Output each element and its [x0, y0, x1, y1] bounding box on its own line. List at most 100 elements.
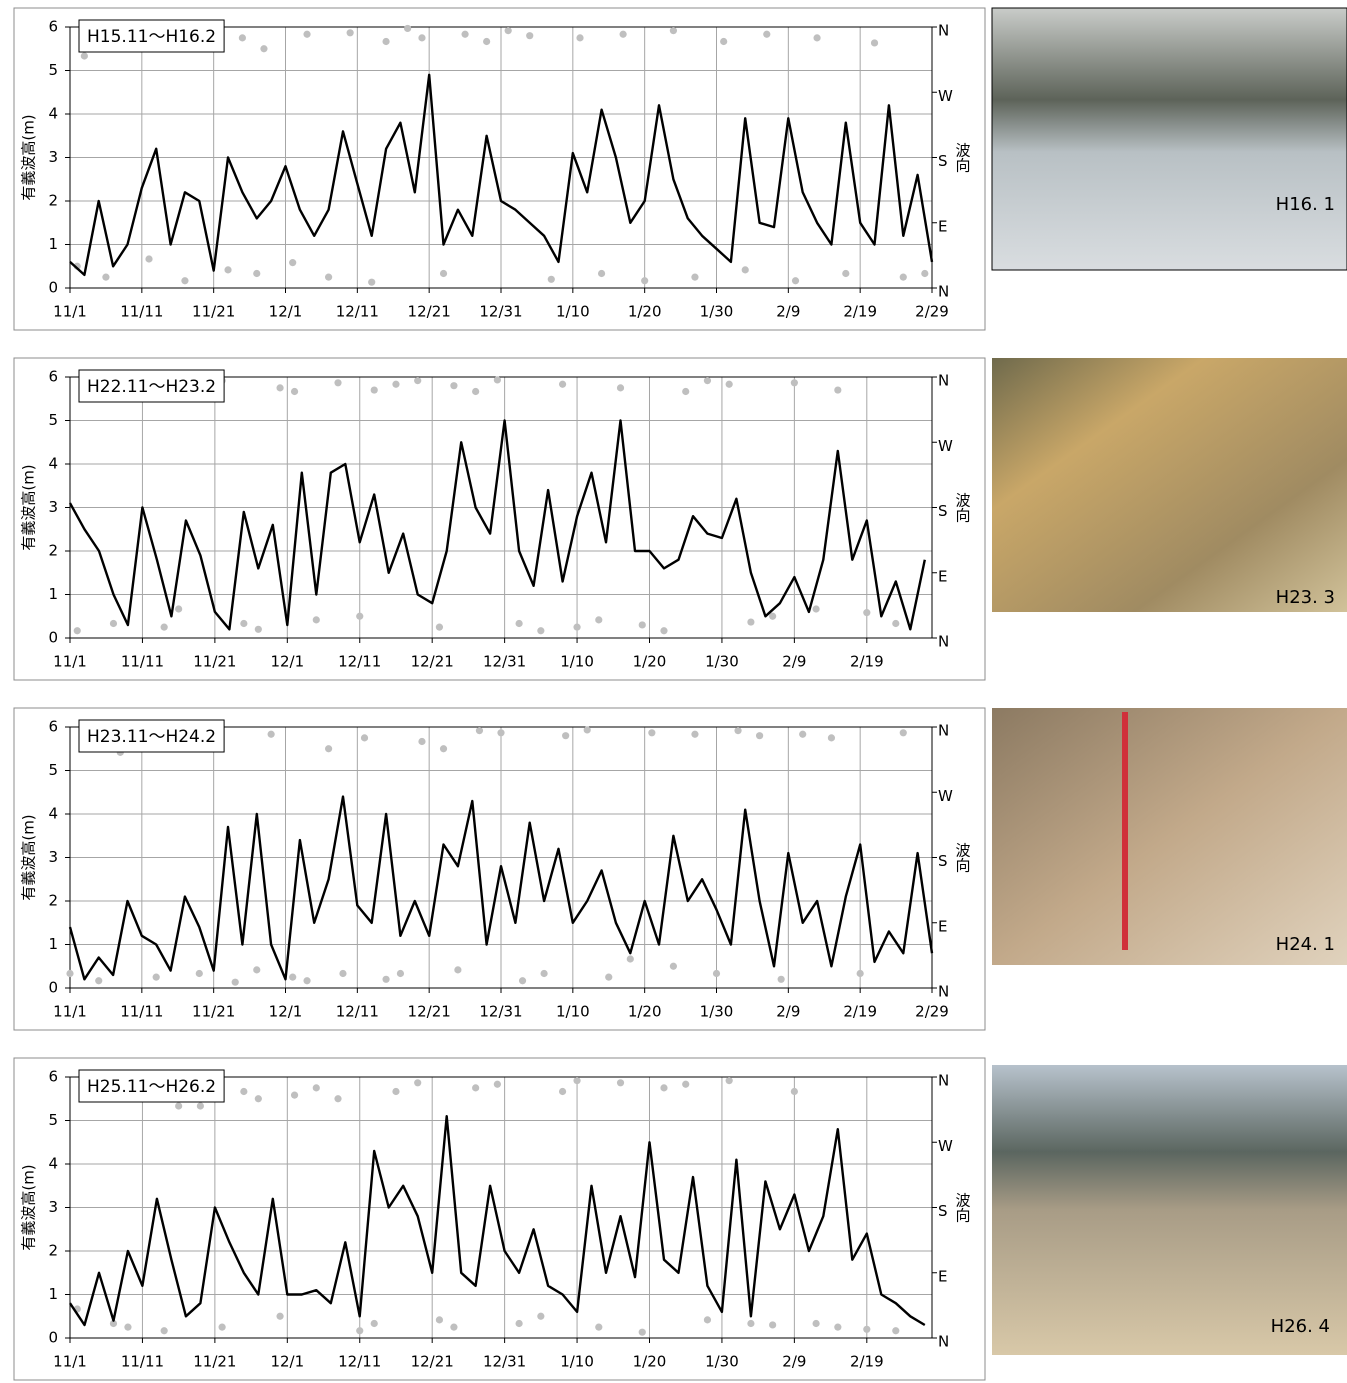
direction-dot — [639, 621, 646, 628]
direction-dot — [418, 738, 425, 745]
y-tick-label: 1 — [48, 235, 58, 253]
y2-tick-label: S — [938, 1202, 948, 1220]
photo-label: H16. 1 — [1276, 194, 1335, 215]
direction-dot — [792, 277, 799, 284]
chart-title: H15.11〜H16.2 — [87, 27, 216, 47]
direction-dot — [255, 626, 262, 633]
x-tick-label: 12/1 — [269, 303, 303, 321]
y-tick-label: 4 — [48, 805, 58, 823]
x-tick-label: 12/31 — [483, 1353, 526, 1371]
y-tick-label: 3 — [48, 1198, 58, 1216]
x-tick-label: 11/1 — [53, 303, 87, 321]
direction-dot — [497, 729, 504, 736]
direction-dot — [537, 627, 544, 634]
direction-dot — [494, 376, 501, 383]
direction-dot — [871, 39, 878, 46]
direction-dot — [682, 1081, 689, 1088]
direction-dot — [791, 379, 798, 386]
x-tick-label: 12/11 — [336, 1003, 379, 1021]
direction-dot — [834, 386, 841, 393]
x-tick-label: 2/19 — [850, 1353, 884, 1371]
direction-dot — [691, 274, 698, 281]
direction-dot — [620, 31, 627, 38]
direction-dot — [516, 1320, 523, 1327]
direction-dot — [361, 734, 368, 741]
direction-dot — [255, 1095, 262, 1102]
y-tick-label: 0 — [48, 629, 58, 647]
y2-axis-label: 波向 — [954, 843, 972, 873]
direction-dot — [747, 1320, 754, 1327]
direction-dot — [289, 259, 296, 266]
y2-tick-label: E — [938, 567, 947, 585]
direction-dot — [483, 38, 490, 45]
photo-label: H23. 3 — [1276, 587, 1335, 608]
x-tick-label: 2/9 — [782, 1353, 806, 1371]
x-tick-label: 12/1 — [269, 1003, 303, 1021]
direction-dot — [548, 276, 555, 283]
direction-dot — [573, 1077, 580, 1084]
direction-dot — [291, 1092, 298, 1099]
y-tick-label: 2 — [48, 192, 58, 210]
direction-dot — [617, 1079, 624, 1086]
direction-dot — [196, 970, 203, 977]
direction-dot — [863, 609, 870, 616]
y-tick-label: 4 — [48, 1155, 58, 1173]
direction-dot — [161, 1327, 168, 1334]
direction-dot — [763, 31, 770, 38]
direction-dot — [74, 627, 81, 634]
direction-dot — [734, 727, 741, 734]
direction-dot — [562, 732, 569, 739]
direction-dot — [704, 377, 711, 384]
direction-dot — [436, 1316, 443, 1323]
y-tick-label: 3 — [48, 148, 58, 166]
y-tick-label: 1 — [48, 1285, 58, 1303]
photo — [992, 358, 1347, 612]
direction-dot — [450, 382, 457, 389]
y2-tick-label: W — [938, 87, 953, 105]
y2-tick-label: W — [938, 437, 953, 455]
direction-dot — [726, 1077, 733, 1084]
direction-dot — [778, 976, 785, 983]
direction-dot — [505, 27, 512, 34]
direction-dot — [576, 34, 583, 41]
y-axis-label: 有義波高(m) — [20, 1164, 38, 1250]
direction-dot — [418, 34, 425, 41]
x-tick-label: 12/11 — [338, 1353, 381, 1371]
x-tick-label: 1/20 — [628, 1003, 662, 1021]
x-tick-label: 11/11 — [121, 653, 164, 671]
direction-dot — [742, 266, 749, 273]
direction-dot — [392, 1088, 399, 1095]
direction-dot — [325, 274, 332, 281]
panel-frame — [14, 358, 985, 680]
x-tick-label: 1/30 — [705, 1353, 739, 1371]
direction-dot — [863, 1326, 870, 1333]
direction-dot — [598, 270, 605, 277]
x-tick-label: 1/10 — [556, 1003, 590, 1021]
direction-dot — [253, 966, 260, 973]
direction-dot — [124, 1324, 131, 1331]
x-tick-label: 11/11 — [121, 1353, 164, 1371]
direction-dot — [584, 726, 591, 733]
direction-dot — [682, 388, 689, 395]
y-tick-label: 2 — [48, 542, 58, 560]
x-tick-label: 1/20 — [633, 1353, 667, 1371]
x-tick-label: 1/30 — [700, 1003, 734, 1021]
direction-dot — [641, 277, 648, 284]
x-tick-label: 1/30 — [705, 653, 739, 671]
y-tick-label: 5 — [48, 761, 58, 779]
y-tick-label: 1 — [48, 585, 58, 603]
direction-dot — [595, 1324, 602, 1331]
direction-dot — [537, 1313, 544, 1320]
direction-dot — [339, 970, 346, 977]
x-tick-label: 1/10 — [560, 1353, 594, 1371]
y-tick-label: 5 — [48, 61, 58, 79]
y2-tick-label: N — [938, 1333, 949, 1351]
direction-dot — [276, 1313, 283, 1320]
y-tick-label: 4 — [48, 105, 58, 123]
direction-dot — [303, 977, 310, 984]
x-tick-label: 12/31 — [483, 653, 526, 671]
y-axis-label: 有義波高(m) — [20, 464, 38, 550]
